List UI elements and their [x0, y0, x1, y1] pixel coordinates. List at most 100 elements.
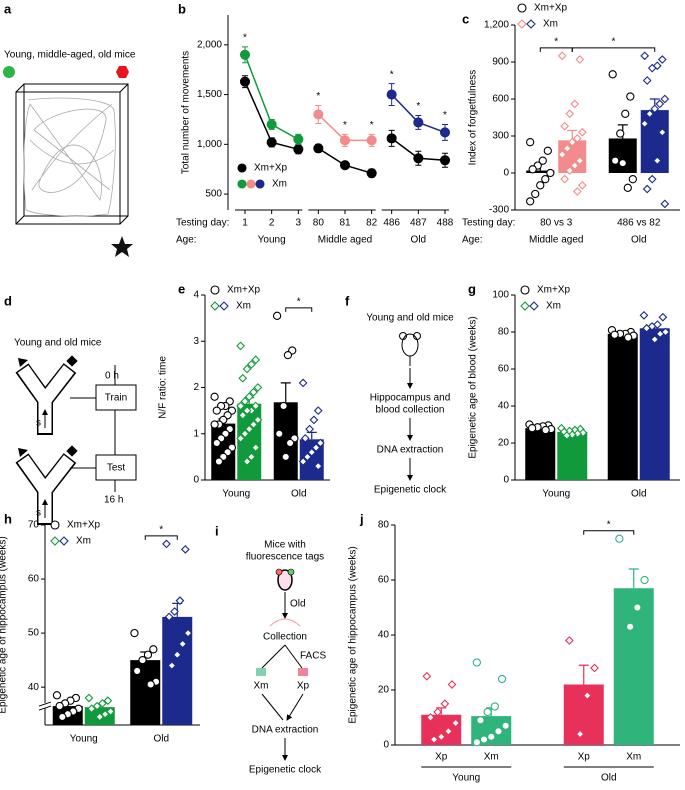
data-point — [436, 732, 446, 742]
legend-marker — [517, 19, 527, 29]
data-point — [626, 92, 635, 101]
data-point — [253, 383, 263, 392]
data-point — [628, 175, 637, 184]
data-point — [247, 452, 256, 462]
data-point — [590, 663, 599, 673]
data-point — [426, 713, 435, 722]
data-point — [578, 428, 588, 438]
bar-label: Xp — [578, 752, 591, 763]
data-point — [244, 392, 254, 402]
data-point — [647, 174, 657, 184]
x-tick-label: Old — [291, 489, 307, 500]
data-point — [313, 143, 324, 154]
x-tick-label: 80 vs 3 — [540, 218, 573, 229]
data-point — [616, 129, 625, 138]
panel-letter: b — [178, 1, 186, 16]
data-point — [253, 415, 263, 425]
data-point — [655, 329, 665, 339]
legend-marker — [255, 179, 265, 189]
y-tick-label: 500 — [205, 189, 222, 200]
brain-icon — [269, 618, 301, 627]
step: FACS — [300, 651, 326, 662]
bar — [640, 110, 669, 173]
data-point — [281, 452, 290, 462]
data-point — [531, 189, 540, 199]
data-point — [298, 457, 308, 466]
y-tick-label: 2 — [193, 382, 199, 393]
data-point — [236, 401, 245, 411]
box-label: Train — [105, 393, 127, 404]
y-tick-label: 20 — [498, 438, 510, 449]
data-point — [567, 430, 577, 440]
significance-bracket — [539, 47, 573, 52]
cell-icon — [256, 668, 266, 676]
y-tick-label: 3 — [193, 336, 199, 347]
data-point — [439, 127, 451, 138]
data-point — [249, 387, 258, 397]
data-point — [494, 727, 503, 736]
significance: * — [297, 296, 301, 307]
data-point — [149, 645, 158, 654]
data-point — [575, 729, 585, 739]
bar-label: Xm — [484, 752, 499, 763]
data-point — [429, 735, 439, 744]
data-point — [658, 312, 668, 322]
data-point — [238, 373, 248, 383]
bar — [526, 170, 555, 173]
data-point — [58, 712, 67, 722]
data-point — [251, 355, 261, 365]
legend-marker — [520, 301, 530, 311]
data-point — [447, 680, 457, 689]
y-axis-label: Index of forgetfulness — [468, 70, 479, 166]
row-label: Age: — [462, 235, 483, 246]
data-point — [573, 429, 583, 439]
data-point — [541, 425, 550, 435]
legend-label: Xm — [236, 301, 251, 312]
data-point — [640, 575, 649, 585]
axis-break — [39, 703, 51, 709]
data-point — [300, 433, 310, 443]
y-tick-label: 40 — [28, 682, 40, 693]
data-point — [106, 707, 115, 716]
bar — [607, 333, 638, 480]
data-point — [212, 406, 221, 415]
data-point — [238, 410, 248, 420]
arena-edge — [15, 83, 129, 225]
data-point — [575, 156, 585, 166]
panel-letter: e — [178, 281, 185, 296]
legend-label: Xm — [76, 536, 91, 547]
data-point — [95, 712, 105, 722]
bar — [557, 431, 588, 480]
data-point — [652, 156, 662, 166]
data-point — [541, 175, 550, 184]
data-point — [279, 401, 288, 411]
data-point — [557, 150, 567, 159]
data-point — [422, 671, 432, 681]
data-point — [285, 438, 295, 448]
panel-letter: g — [468, 281, 476, 296]
step: DNA extraction — [377, 445, 444, 456]
y-tick-label: 60 — [498, 364, 510, 375]
data-point — [180, 544, 190, 554]
legend-marker — [219, 301, 229, 311]
error-bar — [306, 431, 317, 440]
data-point — [305, 424, 314, 434]
y-tick-label: 80 — [378, 520, 390, 531]
x-tick-label: 3 — [296, 218, 302, 229]
data-point — [339, 160, 351, 171]
data-point — [652, 61, 662, 71]
data-point — [293, 134, 304, 145]
data-point — [557, 51, 567, 61]
data-point — [528, 165, 537, 174]
legend-marker — [210, 301, 220, 311]
data-point — [655, 99, 665, 109]
data-point — [483, 707, 492, 717]
group-label: Old — [411, 235, 427, 246]
data-point — [626, 622, 635, 631]
y-tick-label: 0 — [503, 475, 509, 486]
data-point — [577, 180, 587, 190]
y-tick-label: 2,000 — [197, 39, 222, 50]
data-point — [582, 691, 592, 700]
data-point — [645, 109, 655, 119]
